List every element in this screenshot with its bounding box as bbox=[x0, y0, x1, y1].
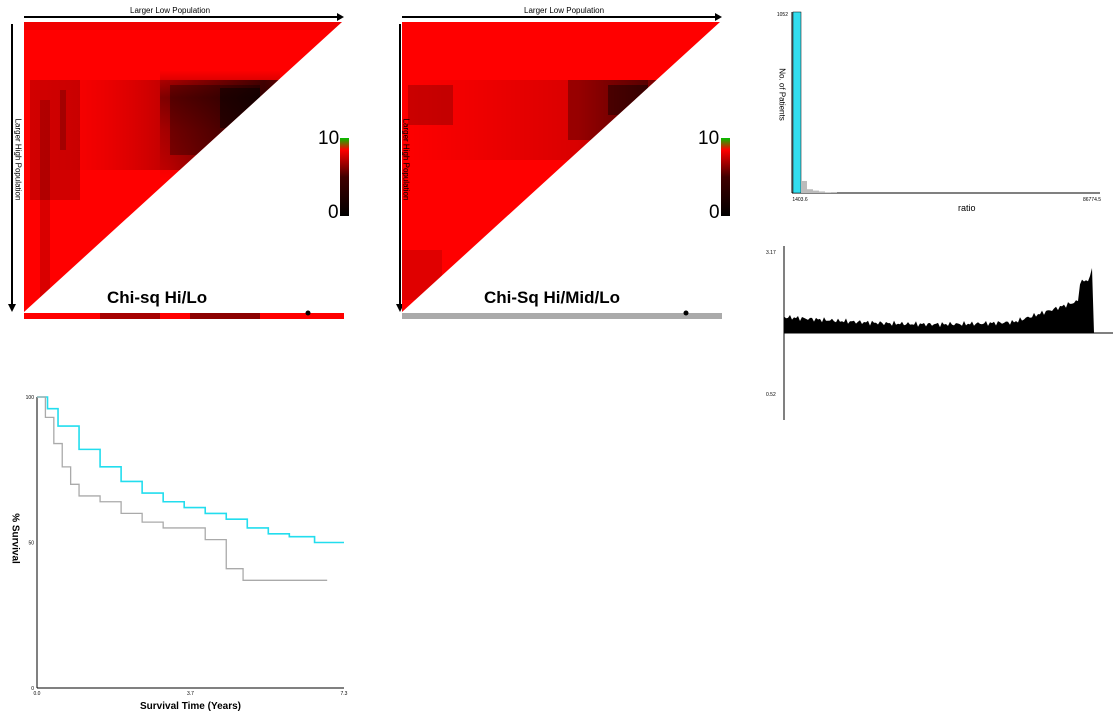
scale-min: 0 bbox=[709, 202, 720, 224]
survival-line bbox=[37, 397, 344, 543]
panel-label: Chi-Sq Hi/Mid/Lo bbox=[484, 288, 620, 308]
hist-bar bbox=[801, 181, 807, 193]
side-label: Larger High Population bbox=[14, 110, 23, 210]
survival-x-tick: 3.7 bbox=[187, 691, 194, 697]
survival-lines bbox=[37, 397, 344, 580]
top-arrow-head bbox=[337, 13, 344, 21]
panel-label: Chi-sq Hi/Lo bbox=[107, 288, 207, 308]
profile-svg: 3.17 0.52 bbox=[760, 240, 1113, 425]
top-arrow-head bbox=[715, 13, 722, 21]
heatmap-right-svg bbox=[378, 0, 738, 330]
histogram-panel: 1052 1403.6 86774.5 No. of Patients rati… bbox=[760, 0, 1110, 220]
strip-marker bbox=[306, 311, 311, 316]
profile-area bbox=[784, 268, 1094, 333]
survival-xlabel: Survival Time (Years) bbox=[140, 701, 241, 712]
bottom-strip bbox=[24, 313, 344, 319]
heatmap-left-svg bbox=[0, 0, 360, 330]
profile-y-top: 3.17 bbox=[766, 250, 776, 256]
color-scale-bar bbox=[721, 138, 730, 216]
heatmap-triangle bbox=[402, 22, 720, 312]
hist-bar bbox=[807, 189, 813, 193]
side-label: Larger High Population bbox=[402, 110, 411, 210]
survival-line bbox=[37, 397, 327, 580]
survival-x-tick: 7.3 bbox=[341, 691, 348, 697]
survival-x-tick: 0.0 bbox=[34, 691, 41, 697]
histogram-svg: 1052 1403.6 86774.5 bbox=[760, 0, 1110, 220]
hist-x-right-tick: 86774.5 bbox=[1083, 197, 1101, 203]
profile-y-bottom: 0.52 bbox=[766, 392, 776, 398]
heatmap-left-panel: Larger Low Population Larger High Popula… bbox=[0, 0, 360, 330]
color-scale-bar bbox=[340, 138, 349, 216]
scale-min: 0 bbox=[328, 202, 339, 224]
side-arrow-head bbox=[8, 304, 16, 312]
survival-ylabel: % Survival bbox=[10, 504, 21, 574]
survival-y-tick: 50 bbox=[28, 541, 34, 547]
hist-bar bbox=[819, 191, 825, 193]
hist-bar bbox=[793, 12, 801, 193]
heatmap-right-panel: Larger Low Population Larger High Popula… bbox=[378, 0, 738, 330]
hist-ylabel: No. of Patients bbox=[778, 65, 787, 125]
hist-bar bbox=[813, 191, 819, 193]
strip-marker bbox=[684, 311, 689, 316]
bottom-strip bbox=[402, 313, 722, 319]
hist-y-top-tick: 1052 bbox=[777, 12, 788, 18]
scale-max: 10 bbox=[318, 128, 339, 150]
hist-x-left-tick: 1403.6 bbox=[792, 197, 808, 203]
hist-xlabel: ratio bbox=[958, 203, 976, 213]
hist-bars bbox=[793, 12, 837, 193]
top-label: Larger Low Population bbox=[130, 6, 210, 15]
top-label: Larger Low Population bbox=[524, 6, 604, 15]
scale-max: 10 bbox=[698, 128, 719, 150]
hist-bar bbox=[825, 192, 831, 193]
survival-y-tick: 100 bbox=[26, 395, 35, 401]
profile-panel: 3.17 0.52 bbox=[760, 240, 1113, 425]
